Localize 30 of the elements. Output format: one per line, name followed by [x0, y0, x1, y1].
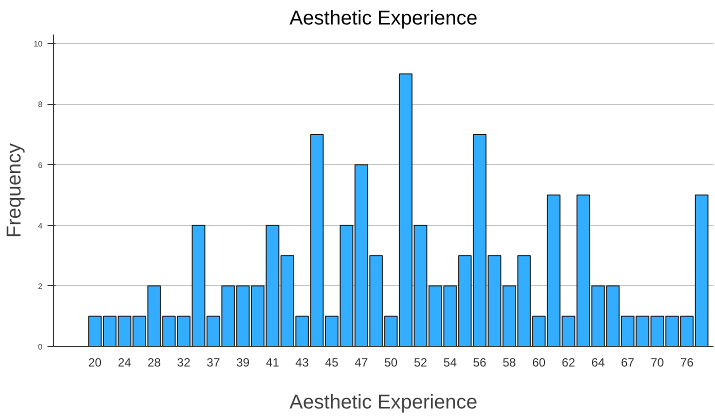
x-tick-label: 41	[266, 356, 280, 370]
x-tick-label: 45	[325, 356, 339, 370]
y-tick-label: 6	[38, 160, 44, 170]
x-tick-label: 20	[88, 356, 102, 370]
x-tick-label: 39	[236, 356, 250, 370]
y-tick-label: 2	[38, 282, 44, 291]
x-tick-label: 50	[384, 356, 398, 370]
y-axis-title: Frequency	[4, 143, 26, 238]
x-tick-label: 43	[295, 356, 310, 370]
y-tick-label: 0	[38, 342, 44, 352]
chart-title: Aesthetic Experience	[290, 8, 478, 30]
x-tick-label: 67	[620, 356, 635, 370]
x-tick-label: 37	[206, 356, 220, 370]
x-tick-label: 47	[354, 356, 368, 370]
x-tick-label: 28	[147, 356, 162, 370]
x-tick-label: 62	[562, 356, 576, 370]
y-tick-label: 10	[34, 40, 44, 49]
x-axis-title: Aesthetic Experience	[290, 392, 478, 414]
x-tick-label: 32	[177, 356, 191, 370]
y-tick-label: 4	[38, 221, 44, 230]
x-tick-label: 24	[118, 356, 132, 370]
x-tick-label: 54	[443, 356, 458, 370]
x-tick-label: 76	[680, 356, 694, 370]
x-tick-label: 52	[414, 356, 428, 370]
x-tick-label: 70	[650, 356, 664, 370]
x-tick-label: 60	[532, 356, 546, 370]
y-tick-label: 8	[38, 100, 44, 110]
x-tick-label: 64	[591, 356, 606, 370]
x-tick-label: 56	[473, 356, 487, 370]
x-tick-label: 58	[502, 356, 516, 370]
